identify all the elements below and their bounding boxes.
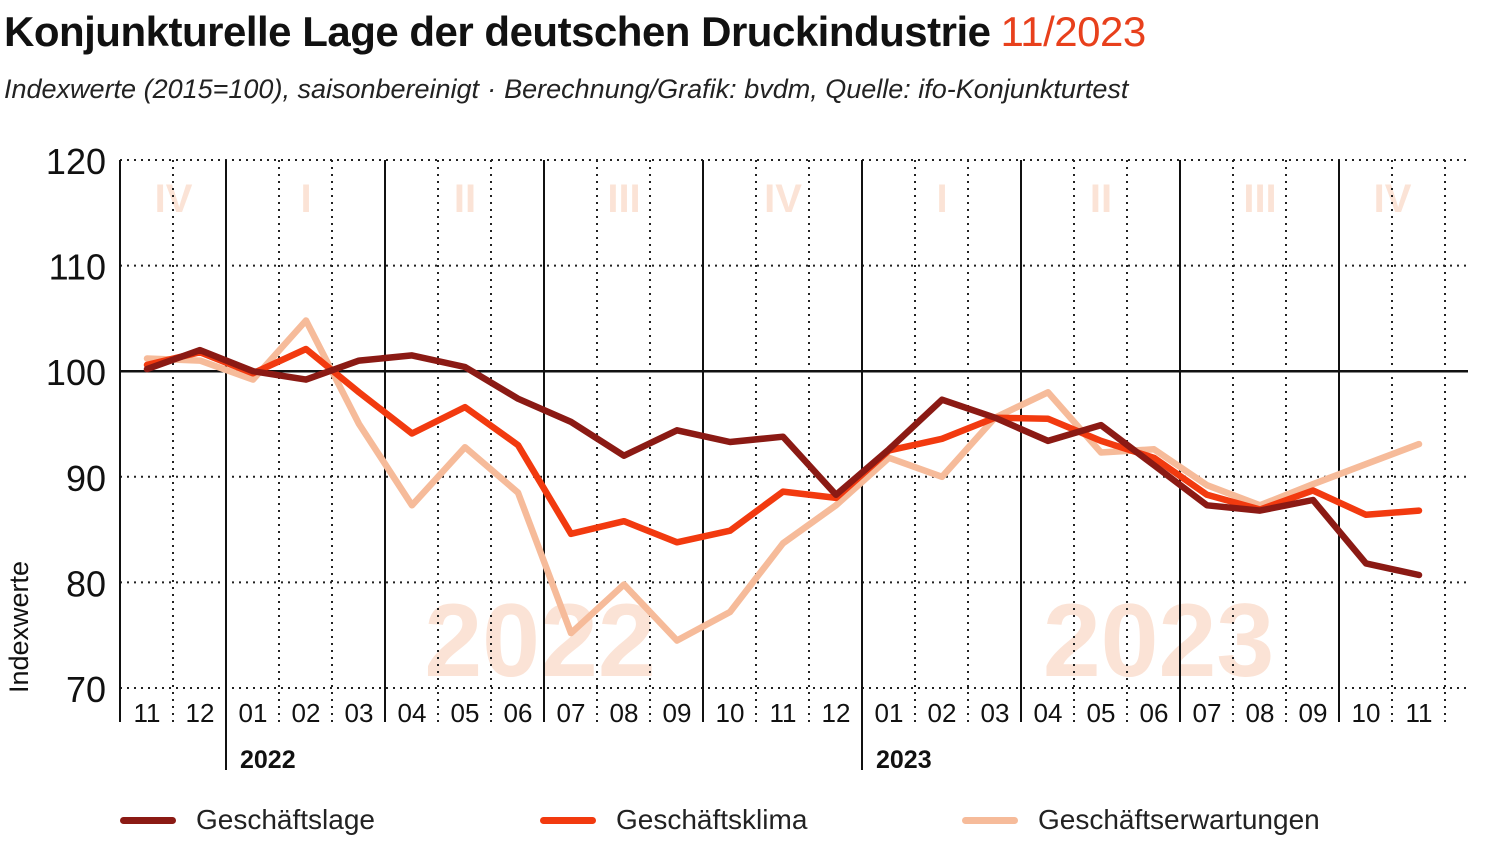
x-tick-label: 09 (663, 698, 692, 728)
x-tick-label: 02 (292, 698, 321, 728)
quarter-label: II (1090, 177, 1112, 221)
quarter-label: IV (1374, 177, 1412, 221)
x-tick-label: 06 (1140, 698, 1169, 728)
legend-item: Geschäftslage (120, 798, 375, 842)
y-tick-label: 120 (46, 141, 106, 182)
series-line-2 (143, 346, 1423, 579)
subtitle-left: Indexwerte (2015=100), saisonbereinigt (4, 74, 480, 104)
legend-item: Geschäftsklima (540, 798, 807, 842)
y-tick-label: 110 (49, 247, 106, 288)
x-tick-label: 03 (345, 698, 374, 728)
title-date: 11/2023 (1000, 8, 1147, 55)
x-tick-label: 05 (1087, 698, 1116, 728)
x-tick-label: 09 (1299, 698, 1328, 728)
legend-label: Geschäftserwartungen (1038, 804, 1320, 835)
x-tick-label: 11 (134, 698, 161, 728)
series-line-0 (143, 317, 1423, 644)
quarter-label: I (300, 177, 311, 221)
x-tick-label: 08 (610, 698, 639, 728)
x-tick-label: 12 (822, 698, 851, 728)
legend-swatch (120, 816, 176, 824)
x-tick-label: 01 (875, 698, 904, 728)
year-label: 2023 (876, 746, 932, 774)
x-tick-label: 11 (1406, 698, 1433, 728)
x-tick-label: 04 (1034, 698, 1063, 728)
x-tick-label: 07 (557, 698, 586, 728)
legend-item: Geschäftserwartungen (962, 798, 1320, 842)
subtitle-right: Berechnung/Grafik: bvdm, Quelle: ifo-Kon… (504, 74, 1129, 104)
quarter-label: III (607, 177, 640, 221)
quarter-label: II (454, 177, 476, 221)
chart-legend: Geschäftslage Geschäftsklima Geschäftserwa… (0, 798, 1500, 842)
y-tick-label: 90 (66, 458, 106, 499)
page-title: Konjunkturelle Lage der deutschen Drucki… (4, 8, 1146, 56)
legend-label: Geschäftsklima (616, 804, 808, 835)
y-axis-title: Indexwerte (4, 561, 34, 693)
year-label: 2022 (240, 746, 296, 774)
page-subtitle: Indexwerte (2015=100), saisonbereinigt · B… (4, 74, 1128, 105)
x-tick-label: 04 (398, 698, 427, 728)
year-watermark: 2022 (424, 583, 655, 699)
legend-swatch (962, 816, 1018, 824)
x-tick-label: 03 (981, 698, 1010, 728)
title-text: Konjunkturelle Lage der deutschen Drucki… (4, 8, 991, 55)
quarter-label: I (936, 177, 947, 221)
x-tick-label: 06 (504, 698, 533, 728)
quarter-label: III (1243, 177, 1276, 221)
series-line-1 (143, 345, 1423, 546)
legend-label: Geschäftslage (196, 804, 375, 835)
subtitle-separator: · (487, 74, 497, 104)
x-tick-label: 01 (239, 698, 268, 728)
legend-swatch (540, 816, 596, 824)
x-tick-label: 08 (1246, 698, 1275, 728)
x-tick-label: 02 (928, 698, 957, 728)
y-tick-label: 70 (66, 669, 106, 710)
x-tick-label: 10 (1352, 698, 1381, 728)
x-tick-label: 12 (186, 698, 215, 728)
x-tick-label: 10 (716, 698, 745, 728)
year-watermark: 2023 (1043, 583, 1274, 699)
y-tick-label: 100 (46, 352, 106, 393)
x-tick-label: 11 (770, 698, 797, 728)
x-tick-label: 05 (451, 698, 480, 728)
x-tick-label: 07 (1193, 698, 1222, 728)
quarter-label: IV (764, 177, 802, 221)
quarter-label: IV (155, 177, 193, 221)
y-tick-label: 80 (66, 563, 106, 604)
